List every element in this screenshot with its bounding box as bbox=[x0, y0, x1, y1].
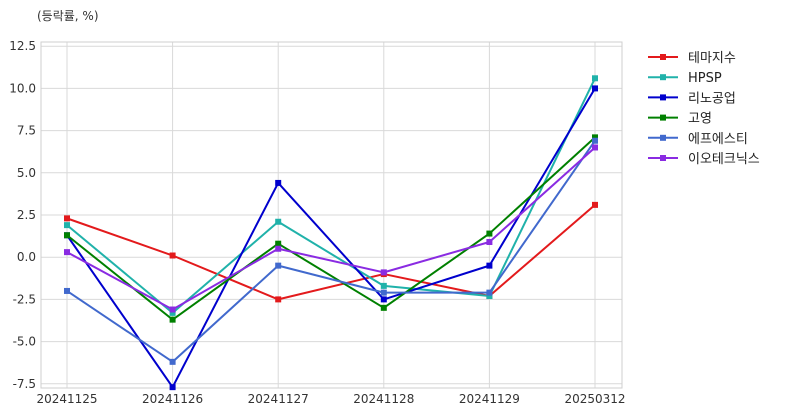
legend-label: 에프에스티 bbox=[688, 132, 748, 147]
data-point bbox=[169, 358, 176, 365]
legend-item: 리노공업 bbox=[648, 91, 736, 106]
data-point bbox=[380, 282, 387, 289]
legend-label: 리노공업 bbox=[688, 91, 736, 106]
y-tick-label: -5.0 bbox=[13, 335, 36, 349]
legend-marker bbox=[660, 155, 666, 161]
data-point bbox=[275, 296, 282, 303]
y-tick-label: 5.0 bbox=[17, 166, 36, 180]
data-point bbox=[486, 289, 493, 296]
series-line bbox=[66, 136, 596, 321]
legend-item: 이오테크닉스 bbox=[648, 152, 760, 167]
legend-marker bbox=[660, 134, 666, 141]
data-point bbox=[275, 245, 282, 252]
data-point bbox=[275, 240, 282, 247]
plot-area: 12.5 10.0 7.5 5.0 2.5 0.0 -2.5 -5.0 -7.520241125… bbox=[9, 39, 625, 406]
data-point bbox=[275, 218, 282, 225]
data-point bbox=[592, 201, 598, 208]
y-tick-label: -7.5 bbox=[13, 377, 36, 391]
series-line bbox=[66, 204, 596, 301]
series-line bbox=[66, 87, 596, 389]
y-tick-label: 10.0 bbox=[9, 81, 36, 95]
plot-frame bbox=[40, 41, 623, 389]
data-point bbox=[486, 230, 493, 237]
data-point bbox=[64, 215, 70, 222]
y-tick-label: 2.5 bbox=[17, 208, 36, 222]
data-point bbox=[169, 309, 176, 316]
legend-marker bbox=[660, 94, 666, 101]
legend-label: 이오테크닉스 bbox=[688, 152, 760, 167]
series-4 bbox=[64, 134, 598, 323]
legend-item: 에프에스티 bbox=[648, 132, 748, 147]
legend-item: HPSP bbox=[648, 71, 722, 86]
y-tick-label: 12.5 bbox=[9, 39, 36, 53]
x-tick-label: 20241127 bbox=[248, 392, 309, 406]
data-point bbox=[64, 232, 70, 239]
y-tick-label: 7.5 bbox=[17, 124, 36, 138]
data-point bbox=[592, 85, 598, 92]
data-point bbox=[275, 179, 282, 186]
series-5 bbox=[64, 137, 598, 365]
data-point bbox=[592, 75, 598, 82]
data-point bbox=[592, 137, 598, 144]
legend-label: 고영 bbox=[688, 112, 712, 127]
data-point bbox=[169, 384, 176, 391]
data-point bbox=[380, 289, 387, 296]
data-point bbox=[592, 134, 598, 141]
series-2 bbox=[64, 75, 598, 316]
x-tick-label: 20241128 bbox=[353, 392, 414, 406]
data-point bbox=[380, 296, 387, 303]
series-line bbox=[66, 140, 596, 363]
legend-label: HPSP bbox=[688, 71, 722, 86]
series-line bbox=[66, 146, 596, 311]
legend-item: 테마지수 bbox=[648, 51, 736, 66]
data-point bbox=[275, 262, 282, 269]
x-tick-label: 20241126 bbox=[142, 392, 203, 406]
data-point bbox=[486, 239, 493, 246]
data-point bbox=[486, 262, 493, 269]
data-point bbox=[64, 222, 70, 229]
data-point bbox=[486, 293, 493, 300]
x-tick-label: 20241129 bbox=[459, 392, 520, 406]
series-line bbox=[66, 77, 596, 314]
data-point bbox=[380, 304, 387, 311]
data-point bbox=[64, 249, 70, 256]
y-tick-label: 0.0 bbox=[17, 250, 36, 264]
legend-marker bbox=[660, 74, 666, 81]
data-point bbox=[169, 252, 176, 259]
legend-label: 테마지수 bbox=[688, 51, 736, 66]
data-point bbox=[592, 144, 598, 151]
legend-marker bbox=[660, 54, 666, 60]
legend-item: 고영 bbox=[648, 112, 712, 127]
legend-marker bbox=[660, 114, 666, 121]
data-point bbox=[169, 316, 176, 323]
series-6 bbox=[64, 144, 598, 313]
data-point bbox=[169, 306, 176, 313]
unit-label: (등락률, %) bbox=[37, 9, 99, 23]
data-point bbox=[64, 287, 70, 294]
x-tick-label: 20250312 bbox=[564, 392, 625, 406]
x-tick-label: 20241125 bbox=[36, 392, 97, 406]
y-tick-label: -2.5 bbox=[13, 292, 36, 306]
data-point bbox=[380, 269, 387, 276]
